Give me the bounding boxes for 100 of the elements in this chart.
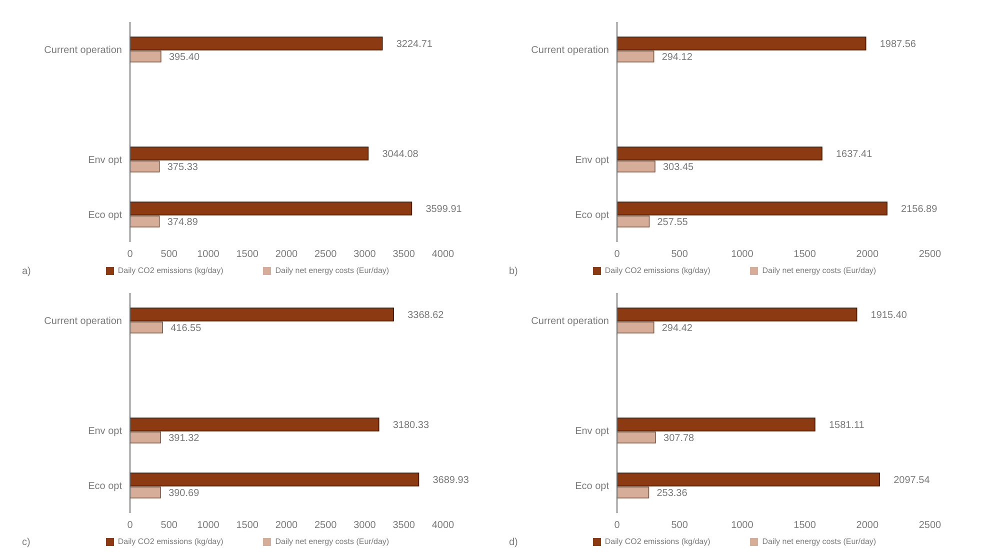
bar (617, 472, 880, 486)
data-label: 257.55 (657, 217, 688, 228)
bar (130, 202, 412, 216)
x-tick-label: 1000 (731, 249, 754, 260)
x-tick-label: 4000 (432, 249, 455, 260)
bar (130, 146, 369, 160)
bar (130, 216, 160, 228)
y-tick-label: Env opt (88, 155, 122, 166)
x-tick-label: 3500 (392, 520, 416, 532)
x-tick-label: 1500 (794, 520, 816, 532)
bar (617, 50, 654, 62)
y-tick-label: Eco opt (88, 481, 122, 492)
bar (130, 50, 162, 62)
x-tick-label: 2000 (856, 249, 879, 260)
data-label: 3180.33 (392, 420, 430, 431)
bar (130, 418, 380, 432)
bar (617, 322, 654, 334)
y-tick-label: Eco opt (575, 210, 610, 222)
bar (130, 36, 383, 50)
x-tick-label: 0 (127, 520, 134, 532)
data-label: 253.36 (656, 488, 688, 499)
y-tick-label: Env opt (88, 426, 122, 438)
bar (130, 432, 162, 444)
x-tick-label: 500 (160, 249, 178, 260)
y-tick-label: Eco opt (575, 481, 610, 492)
x-tick-label: 1000 (197, 520, 220, 532)
data-label: 1915.40 (870, 310, 908, 321)
bar (617, 202, 888, 216)
data-label: 2097.54 (894, 475, 930, 486)
data-label: 294.42 (662, 323, 693, 334)
x-tick-label: 2500 (314, 520, 338, 532)
bar (617, 486, 650, 498)
x-tick-label: 1000 (197, 249, 220, 260)
bar (617, 418, 816, 432)
bar (130, 322, 163, 334)
text: b) (509, 266, 518, 277)
x-tick-label: 2000 (856, 520, 879, 532)
legend-label: Daily net energy costs (Eur/day) (762, 537, 876, 546)
legend-label: Daily CO2 emissions (kg/day) (118, 537, 224, 546)
x-tick-label: 2000 (275, 249, 298, 260)
x-tick-label: 0 (127, 249, 134, 260)
data-label: 3224.71 (396, 39, 433, 50)
x-tick-label: 1500 (236, 249, 259, 260)
legend-label: Daily net energy costs (Eur/day) (762, 266, 876, 275)
bar (130, 308, 394, 322)
data-label: 2156.89 (901, 204, 938, 215)
legend-label: Daily CO2 emissions (kg/day) (604, 266, 710, 275)
data-label: 303.45 (662, 162, 694, 173)
x-tick-label: 1500 (236, 520, 259, 532)
data-label: 3689.93 (432, 475, 470, 486)
data-label: 391.32 (168, 433, 200, 444)
bar (617, 36, 866, 50)
bar (617, 216, 650, 228)
x-tick-label: 3000 (354, 249, 376, 260)
bar (130, 160, 160, 172)
bar (617, 308, 858, 322)
bar (617, 160, 656, 172)
data-label: 1637.41 (836, 149, 873, 160)
text: c) (22, 537, 30, 548)
bar (130, 472, 420, 486)
data-label: 374.89 (167, 217, 198, 228)
legend-label: Daily net energy costs (Eur/day) (275, 537, 390, 546)
bar (617, 432, 656, 444)
x-tick-label: 2500 (918, 249, 942, 260)
x-tick-label: 1000 (731, 520, 754, 532)
y-tick-label: Current operation (531, 316, 609, 328)
x-tick-label: 2500 (918, 520, 942, 532)
data-label: 3599.91 (426, 204, 462, 215)
x-tick-label: 2500 (314, 249, 338, 260)
legend-label: Daily CO2 emissions (kg/day) (118, 266, 224, 275)
x-tick-label: 500 (671, 520, 688, 532)
text: a) (22, 266, 31, 277)
x-tick-label: 0 (614, 520, 620, 532)
y-tick-label: Env opt (575, 426, 610, 438)
x-tick-label: 4000 (432, 520, 455, 532)
bar (617, 146, 822, 160)
x-tick-label: 500 (671, 249, 688, 260)
x-tick-label: 3500 (392, 249, 416, 260)
data-label: 1987.56 (880, 39, 916, 50)
text: d) (509, 537, 518, 548)
data-label: 375.33 (167, 162, 198, 173)
y-tick-label: Current operation (44, 45, 122, 56)
x-tick-label: 1500 (794, 249, 816, 260)
x-tick-label: 0 (614, 249, 620, 260)
y-tick-label: Env opt (575, 155, 610, 166)
y-tick-label: Current operation (531, 45, 609, 56)
data-label: 3368.62 (408, 310, 444, 321)
x-tick-label: 2000 (275, 520, 298, 532)
y-tick-label: Current operation (44, 316, 122, 328)
data-label: 1581.11 (828, 420, 865, 431)
data-label: 395.40 (168, 52, 200, 63)
bar (130, 486, 161, 498)
data-label: 294.12 (662, 52, 693, 63)
data-label: 307.78 (664, 433, 695, 444)
data-label: 416.55 (170, 323, 202, 334)
data-label: 3044.08 (382, 149, 419, 160)
x-tick-label: 3000 (354, 520, 376, 532)
x-tick-label: 500 (160, 520, 178, 532)
data-label: 390.69 (168, 488, 200, 499)
y-tick-label: Eco opt (88, 210, 122, 222)
